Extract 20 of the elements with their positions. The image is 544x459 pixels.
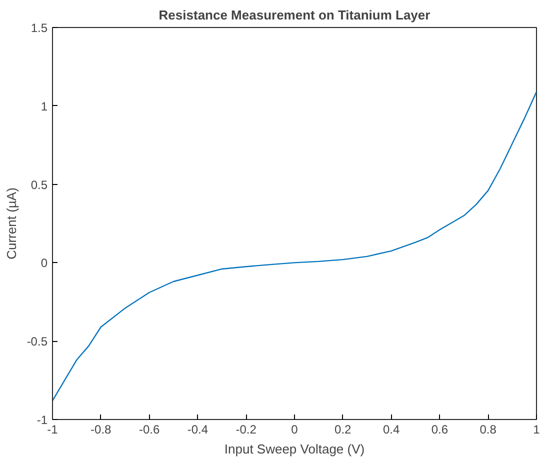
y-tick-label: -0.5 bbox=[26, 334, 48, 349]
x-tick-label: 0 bbox=[291, 422, 298, 436]
line-series bbox=[52, 91, 536, 402]
chart-title: Resistance Measurement on Titanium Layer bbox=[158, 8, 430, 22]
x-tick-label: -0.8 bbox=[90, 422, 112, 436]
x-tick-label: 0.4 bbox=[382, 422, 400, 436]
y-tick-label: 0.5 bbox=[30, 178, 48, 192]
x-tick-label: 0.2 bbox=[334, 422, 352, 436]
y-tick-label: 0 bbox=[40, 256, 48, 270]
x-tick-label: -0.6 bbox=[138, 422, 160, 436]
x-tick-label: -0.4 bbox=[187, 422, 208, 436]
x-tick-label: 1 bbox=[533, 422, 540, 436]
y-tick-label: 1.5 bbox=[30, 21, 48, 35]
x-tick-label: 0.8 bbox=[480, 422, 497, 436]
x-tick-label: -0.2 bbox=[236, 422, 257, 436]
y-tick-label: 1 bbox=[40, 99, 48, 114]
x-axis-title: Input Sweep Voltage (V) bbox=[224, 442, 365, 456]
x-tick-label: 0.6 bbox=[431, 422, 448, 436]
y-axis-title: Current (µA) bbox=[4, 188, 19, 260]
y-tick-label: -1 bbox=[36, 413, 48, 427]
